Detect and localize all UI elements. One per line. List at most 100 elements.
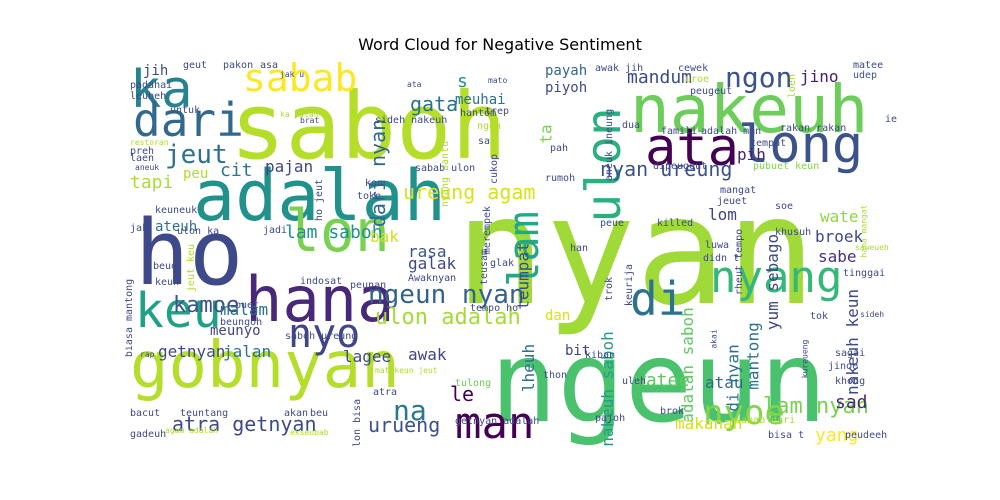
word: nyo bbox=[288, 311, 361, 357]
word: adalah man bbox=[701, 126, 762, 137]
word: sa bbox=[478, 136, 491, 147]
word: padahai bbox=[130, 80, 173, 91]
word: matee bbox=[853, 60, 884, 71]
word: gobnyan bbox=[130, 329, 400, 403]
word: dua bbox=[622, 120, 641, 131]
word: kon bbox=[365, 178, 384, 189]
word: toke bbox=[357, 191, 382, 202]
word: atra getnyan bbox=[172, 412, 317, 436]
word: adalah bbox=[193, 155, 446, 237]
word: man bbox=[455, 398, 535, 446]
word: sagai bbox=[835, 348, 866, 359]
word: cit bbox=[220, 160, 253, 181]
word: nakeuh bbox=[630, 71, 869, 148]
word: rap bbox=[140, 350, 155, 359]
word: laen bbox=[130, 153, 155, 164]
word: ho bbox=[135, 201, 244, 306]
word: han bbox=[570, 243, 589, 254]
word: trok bbox=[604, 276, 616, 302]
word: saboh bbox=[230, 73, 507, 180]
word: gadeuh bbox=[130, 429, 167, 440]
word: ulon bisa bbox=[352, 398, 364, 446]
word: loen bbox=[787, 73, 799, 99]
word: broek bbox=[815, 227, 864, 246]
word: tok bbox=[810, 311, 829, 322]
word: mangat bbox=[720, 185, 757, 196]
word: peue bbox=[600, 218, 625, 229]
word: sabab bbox=[243, 59, 358, 100]
word: ho jeut bbox=[314, 178, 326, 222]
word: kamoe bbox=[173, 293, 240, 318]
word: beungoh bbox=[220, 317, 263, 328]
word: peugeut bbox=[690, 86, 733, 97]
word: bisa t bbox=[768, 430, 805, 441]
word: aneuk ineung bbox=[604, 108, 616, 182]
word: nyan bbox=[455, 165, 817, 339]
word: dan bbox=[545, 308, 571, 324]
word: nakeuh saboh bbox=[597, 331, 617, 446]
word: lam saboh bbox=[285, 222, 383, 243]
word: sabe bbox=[818, 247, 857, 266]
word: saweueh bbox=[855, 243, 889, 252]
word: tulong bbox=[455, 378, 492, 389]
word: wate bbox=[820, 207, 859, 226]
word: luwa bbox=[705, 240, 730, 251]
word: saboh ureung bbox=[285, 331, 358, 342]
word: hantom bbox=[460, 108, 497, 119]
word: ureung agam bbox=[403, 180, 536, 204]
word: ekseubab bbox=[290, 428, 329, 437]
word: akai bbox=[709, 328, 719, 349]
word: didn t bbox=[703, 253, 740, 264]
word: untuk bbox=[170, 105, 201, 116]
word: pubuet keun bbox=[753, 161, 820, 172]
word: merempek bbox=[482, 205, 494, 255]
word: watee bbox=[635, 370, 690, 391]
word: bit bbox=[565, 343, 591, 359]
word: keurija bbox=[624, 263, 636, 307]
word: sabab ulon bbox=[415, 163, 476, 174]
word: sideh bbox=[860, 310, 885, 319]
word: sad bbox=[835, 392, 868, 413]
word: ngon bbox=[725, 61, 793, 94]
word: jeut keu bbox=[186, 243, 198, 293]
word: uleh bbox=[622, 376, 647, 387]
word: meunyo bbox=[210, 323, 261, 339]
word: ie bbox=[885, 114, 898, 125]
word: nyang bantu bbox=[440, 140, 452, 208]
word: leubeh bbox=[130, 91, 167, 102]
word: pajan bbox=[265, 157, 314, 176]
word: pajoh bbox=[595, 413, 626, 424]
word: brok bbox=[660, 406, 685, 417]
word: bak bbox=[370, 227, 399, 246]
word: galak bbox=[408, 254, 457, 273]
word: pakon bbox=[223, 60, 254, 71]
chart-title: Word Cloud for Negative Sentiment bbox=[358, 35, 642, 54]
word: lam nyan bbox=[763, 394, 869, 419]
word: rheut tempo bbox=[734, 228, 746, 296]
word: ngeun bbox=[490, 318, 828, 446]
word: di bbox=[630, 272, 686, 326]
word: soe bbox=[775, 201, 794, 212]
word: malam bbox=[220, 300, 269, 319]
word: awak bbox=[408, 345, 447, 364]
word: jinoe bbox=[828, 361, 859, 372]
word: peudeeh bbox=[845, 430, 888, 441]
word: teumpat bbox=[513, 241, 533, 310]
word: lom bbox=[708, 205, 737, 224]
word: lagee bbox=[343, 347, 392, 366]
word: cewek bbox=[678, 63, 709, 74]
word: piyoh bbox=[545, 80, 588, 96]
word: indosat bbox=[300, 276, 343, 287]
word: ngeun nyan bbox=[368, 280, 525, 310]
word: jadi bbox=[263, 225, 288, 236]
word: jeut bbox=[165, 140, 228, 170]
word: teusam bbox=[479, 248, 491, 286]
word: ka patah bbox=[280, 110, 319, 119]
word: nyoe bbox=[703, 393, 785, 433]
word: mandum bbox=[627, 67, 693, 88]
word: beu bbox=[310, 408, 329, 419]
word: nyang bbox=[710, 252, 843, 303]
word: nyan ureung bbox=[600, 157, 733, 181]
word: atra bbox=[373, 387, 398, 398]
word: jih bbox=[143, 63, 169, 79]
